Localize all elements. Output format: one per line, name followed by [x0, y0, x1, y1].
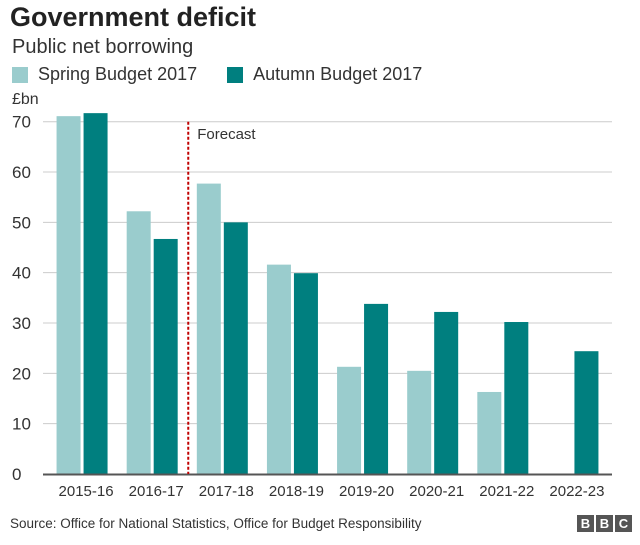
- legend-swatch-spring: [12, 66, 28, 83]
- x-tick-label: 2019-20: [339, 483, 394, 500]
- bar-spring: [126, 211, 151, 474]
- x-tick-label: 2018-19: [269, 483, 324, 500]
- bar-spring: [266, 264, 291, 474]
- y-tick-label: 50: [12, 213, 31, 232]
- bar-spring: [477, 391, 502, 474]
- y-axis-unit: £bn: [12, 91, 39, 108]
- bar-autumn: [153, 238, 178, 474]
- source-note: Source: Office for National Statistics, …: [10, 516, 422, 531]
- x-tick-label: 2016-17: [129, 483, 184, 500]
- bar-spring: [337, 366, 362, 474]
- bar-autumn: [364, 303, 389, 474]
- legend: Spring Budget 2017 Autumn Budget 2017: [12, 64, 422, 85]
- bar-spring: [56, 116, 81, 475]
- bar-autumn: [574, 351, 599, 474]
- legend-item-spring: Spring Budget 2017: [12, 64, 197, 85]
- y-tick-label: 0: [12, 465, 21, 484]
- chart-title: Government deficit: [10, 2, 257, 32]
- x-tick-label: 2015-16: [59, 483, 114, 500]
- y-tick-label: 40: [12, 264, 31, 283]
- y-tick-label: 10: [12, 415, 31, 434]
- forecast-label: Forecast: [197, 126, 256, 143]
- y-tick-label: 30: [12, 314, 31, 333]
- bar-spring: [407, 370, 432, 474]
- legend-label-autumn: Autumn Budget 2017: [253, 64, 423, 84]
- bar-spring: [196, 183, 221, 475]
- legend-item-autumn: Autumn Budget 2017: [227, 64, 422, 85]
- x-tick-label: 2020-21: [409, 483, 464, 500]
- bar-autumn: [504, 322, 529, 474]
- x-tick-label: 2017-18: [199, 483, 254, 500]
- chart-subtitle: Public net borrowing: [12, 36, 194, 58]
- y-tick-label: 20: [12, 364, 31, 383]
- bar-autumn: [223, 222, 248, 474]
- bar-autumn: [293, 273, 318, 474]
- y-tick-label: 60: [12, 163, 31, 182]
- legend-label-spring: Spring Budget 2017: [38, 64, 198, 84]
- x-tick-label: 2022-23: [549, 483, 604, 500]
- bar-autumn: [83, 113, 108, 475]
- y-tick-label: 70: [12, 113, 31, 132]
- legend-swatch-autumn: [227, 66, 244, 83]
- x-tick-label: 2021-22: [479, 483, 534, 500]
- bar-autumn: [434, 311, 459, 474]
